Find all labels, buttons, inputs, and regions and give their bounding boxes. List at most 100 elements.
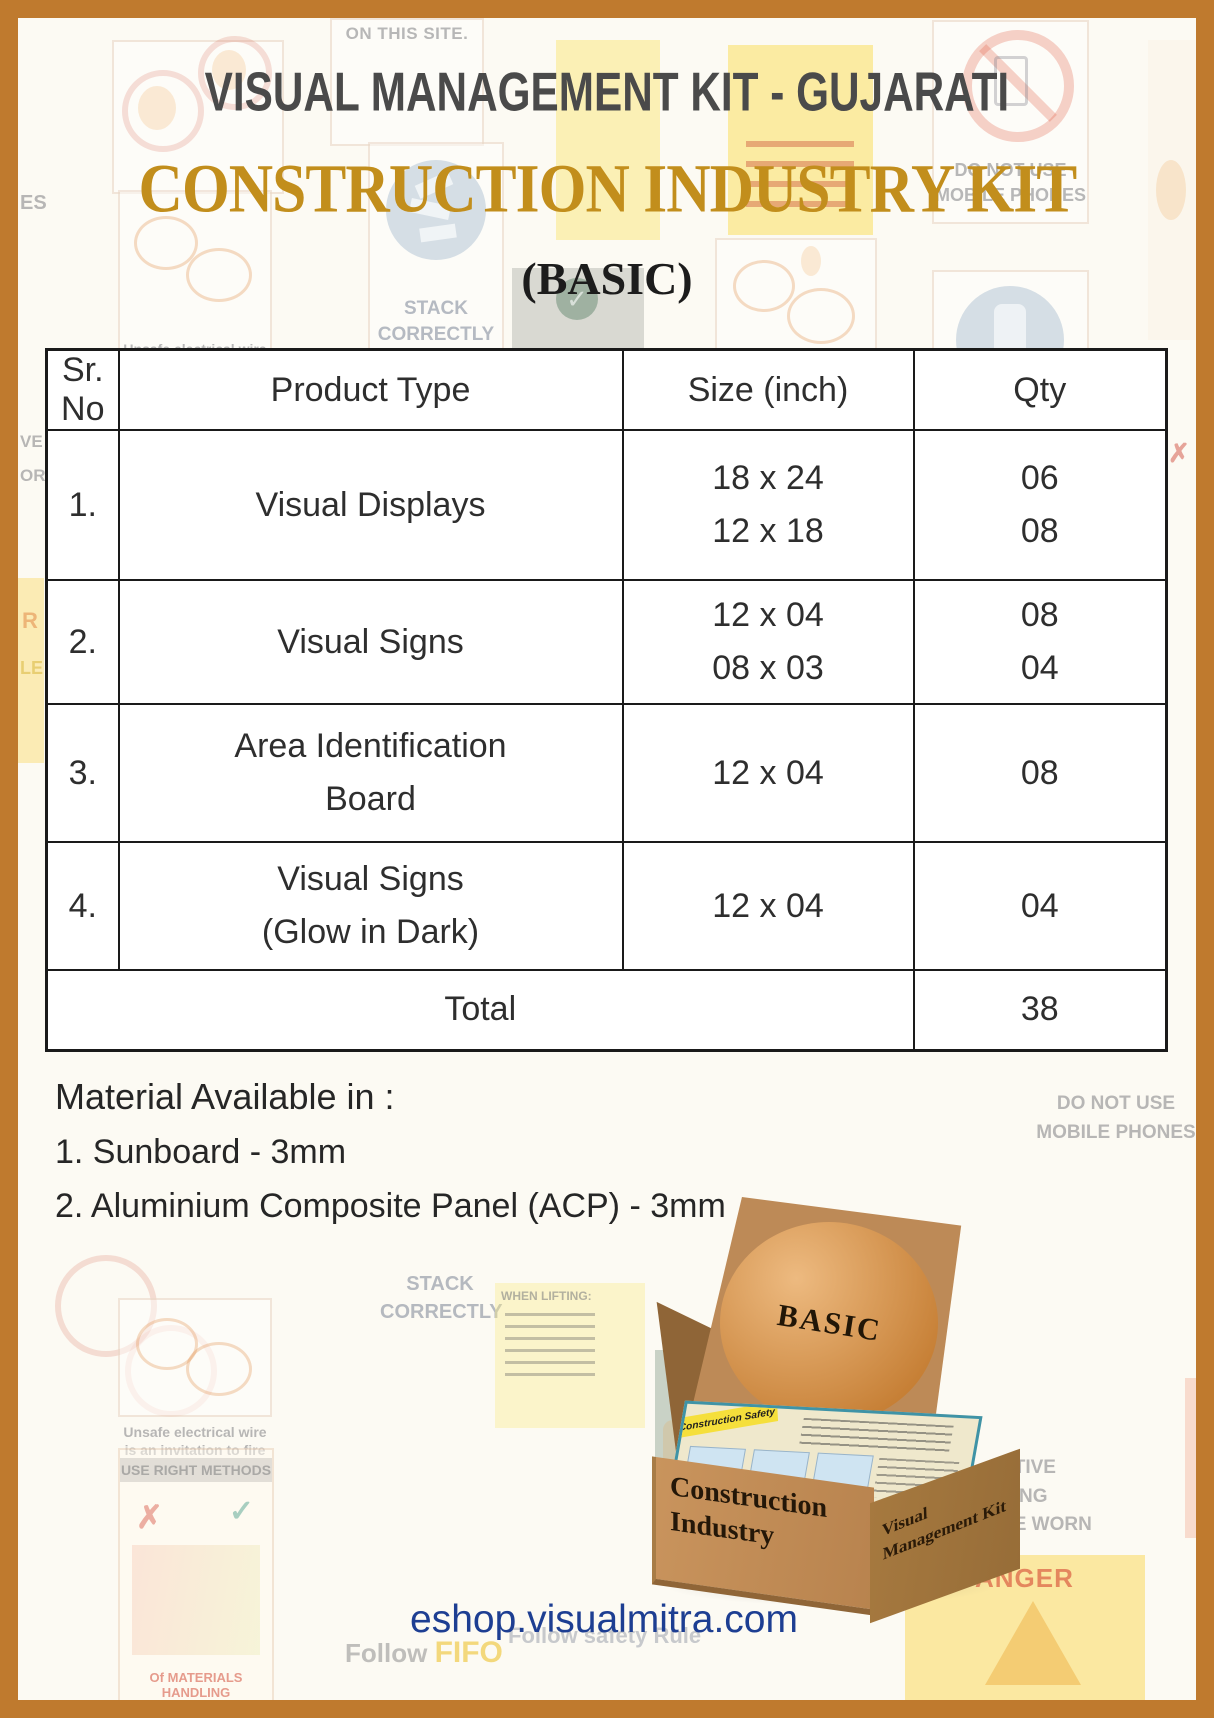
product-cell: Area Identification Board	[117, 703, 624, 843]
bg-plug-blob	[801, 246, 821, 276]
box-open-lid: BASIC	[693, 1197, 962, 1434]
bg-text-unsafe-1: Unsafe electrical wire	[123, 1423, 267, 1440]
bg-wire-squiggle	[136, 1318, 198, 1370]
bg-check-circle: ✓	[556, 278, 598, 320]
bg-wire-squiggle	[186, 248, 252, 302]
col-header-product-type: Product Type	[117, 348, 624, 431]
bg-cartoon-figures	[132, 1545, 260, 1655]
sr-cell: 4.	[45, 841, 120, 971]
bg-cartoon-blob	[212, 50, 246, 90]
bg-text-do-not-use: DO NOT USE	[1056, 1093, 1176, 1114]
product-box-illustration: BASIC Construction Safety Construction I…	[630, 1178, 1030, 1624]
bg-poster-danger: ANGER	[905, 1555, 1145, 1700]
bg-edge-text-ve: VE	[20, 432, 43, 451]
bg-red-ring	[198, 36, 272, 110]
qty-line: 08	[1020, 596, 1059, 635]
qty-cell: 06 08	[912, 429, 1168, 581]
box-label-text-lines	[798, 1417, 954, 1456]
industry-kit-title: CONSTRUCTION INDUSTRY KIT	[0, 150, 1214, 227]
bg-text-fifo: FIFO	[434, 1636, 503, 1669]
no-mobile-icon	[962, 30, 1074, 142]
size-line: 08 x 03	[712, 649, 824, 687]
sr-cell: 2.	[45, 579, 120, 705]
qty-line: 06	[1020, 459, 1059, 498]
bg-text-stack-correctly: STACK CORRECTLY	[370, 296, 502, 347]
table-row: 2. Visual Signs 12 x 04 08 x 03 08 04	[45, 579, 1168, 705]
bg-text-use-right-methods: USE RIGHT METHODS	[120, 1458, 272, 1482]
table-header-row: Sr. No Product Type Size (inch) Qty	[45, 348, 1168, 431]
bg-text-of-materials: Of MATERIALS HANDLING	[149, 1670, 243, 1700]
check-icon: ✓	[228, 1495, 254, 1528]
check-icon: ✓	[566, 284, 588, 314]
bg-poster-yellow-small	[556, 40, 660, 240]
bg-edge-text-le: LE	[20, 658, 44, 678]
bg-text-mobile-phones: MOBILE PHONES	[1036, 1121, 1196, 1143]
qty-cell: 08 04	[912, 579, 1168, 705]
bg-poster-use-right-methods: USE RIGHT METHODS ✗ ✓ Of MATERIALS HANDL…	[118, 1448, 274, 1700]
size-line: 18 x 24	[712, 459, 824, 498]
bg-text-do-not-use: DO NOT USE	[954, 159, 1067, 180]
website-url[interactable]: eshop.visualmitra.com	[410, 1598, 798, 1641]
bg-text-follow: Follow	[345, 1638, 428, 1668]
warning-triangle-icon	[985, 1601, 1081, 1685]
bg-red-ring	[55, 1255, 157, 1357]
qty-line: 04	[1020, 649, 1059, 687]
material-item-acp: 2. Aluminium Composite Panel (ACP) - 3mm	[55, 1187, 726, 1225]
bg-poster-no-mobile-top: DO NOT USE MOBILE PHONES	[932, 20, 1089, 224]
size-cell: 18 x 24 12 x 18	[621, 429, 915, 581]
bg-text-correctly: CORRECTLY	[380, 1301, 503, 1323]
product-line: (Glow in Dark)	[261, 913, 480, 951]
product-line: Board	[325, 780, 416, 818]
box-label-title: Construction Safety	[675, 1401, 779, 1439]
bg-edge-text-es: ES	[20, 192, 47, 214]
table-row: 3. Area Identification Board 12 x 04 08	[45, 703, 1168, 843]
total-qty: 38	[912, 969, 1168, 1051]
bg-tiny-lines	[505, 1313, 595, 1383]
bg-blue-disc	[386, 160, 486, 260]
size-line: 12 x 18	[712, 512, 824, 550]
bg-text-follow-safety-rule: Follow safety Rule	[508, 1623, 702, 1648]
bg-poster-cartoon-circles	[112, 36, 284, 194]
col-header-sr-no: Sr. No	[45, 348, 120, 431]
bg-poster-yellow-hindi	[728, 45, 873, 235]
bg-wire-squiggle	[134, 216, 198, 270]
kit-title-text: VISUAL MANAGEMENT KIT - GUJARATI	[204, 60, 1010, 123]
bg-wire-squiggle	[787, 288, 855, 344]
bg-cartoon-blob	[1156, 160, 1186, 220]
bg-text-when-lifting: WHEN LIFTING:	[501, 1289, 592, 1303]
bg-text-stack: STACK	[403, 298, 469, 319]
bg-red-ring	[122, 70, 204, 152]
bg-wire-squiggle	[733, 260, 795, 312]
material-heading: Material Available in :	[55, 1076, 395, 1117]
col-header-size: Size (inch)	[621, 348, 915, 431]
bg-edge-x-mark: ✗	[1168, 438, 1190, 468]
bg-poster-when-lifting: WHEN LIFTING:	[495, 1283, 645, 1428]
table-total-row: Total 38	[45, 969, 1168, 1051]
bg-cartoon-blob	[138, 86, 176, 130]
bg-text-be-worn: BE WORN	[1000, 1514, 1092, 1535]
bg-wire-squiggle	[186, 1342, 252, 1396]
product-line: Area Identification	[234, 727, 507, 766]
bg-poster-wires-bottom: Unsafe electrical wire is an invitation …	[118, 1298, 272, 1458]
x-mark-icon: ✗	[136, 1499, 163, 1535]
table-row: 4. Visual Signs (Glow in Dark) 12 x 04 0…	[45, 841, 1168, 971]
material-item-sunboard: 1. Sunboard - 3mm	[55, 1133, 347, 1171]
product-table: Sr. No Product Type Size (inch) Qty 1. V…	[45, 348, 1168, 1052]
table-row: 1. Visual Displays 18 x 24 12 x 18 06 08	[45, 429, 1168, 581]
size-cell: 12 x 04	[621, 703, 915, 843]
bg-text-on-this-site: ON THIS SITE.	[345, 24, 469, 43]
bg-poster-on-this-site: ON THIS SITE.	[330, 18, 484, 146]
bg-text-correctly: CORRECTLY	[377, 323, 495, 345]
product-cell: Visual Signs (Glow in Dark)	[117, 841, 624, 971]
bg-red-text-lines	[746, 141, 854, 211]
bg-text-mobile-phones: MOBILE PHONES	[934, 184, 1086, 205]
variant-title: (BASIC)	[521, 253, 693, 304]
product-cell: Visual Signs	[117, 579, 624, 705]
industry-kit-title-text: CONSTRUCTION INDUSTRY KIT	[138, 150, 1077, 227]
bg-text-stack: STACK	[406, 1273, 474, 1295]
total-label: Total	[45, 969, 915, 1051]
sr-cell: 3.	[45, 703, 120, 843]
sr-cell: 1.	[45, 429, 120, 581]
qty-line: 08	[1020, 512, 1059, 550]
